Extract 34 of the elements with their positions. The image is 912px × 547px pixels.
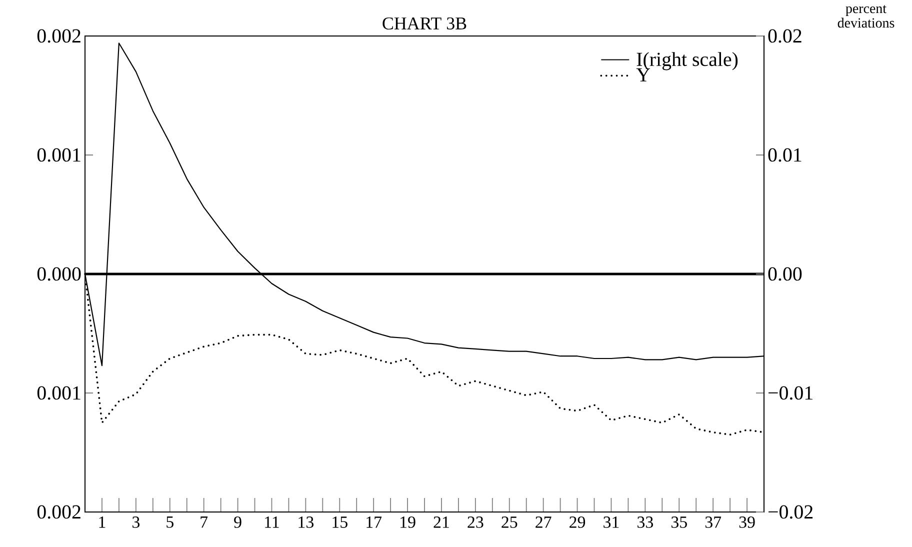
x-tick-label: 5 bbox=[166, 516, 174, 528]
x-tick-label: 19 bbox=[400, 516, 416, 528]
x-tick-label: 25 bbox=[502, 516, 518, 528]
legend-label: Y bbox=[636, 68, 650, 82]
y-tick-label: 0.001 bbox=[37, 148, 80, 162]
x-tick-label: 17 bbox=[366, 516, 382, 528]
x-tick-label: 21 bbox=[434, 516, 449, 528]
x-tick-label: 11 bbox=[265, 516, 279, 528]
x-tick-label: 23 bbox=[468, 516, 484, 528]
x-tick-label: 35 bbox=[671, 516, 687, 528]
y-tick-label: 0.000 bbox=[37, 267, 81, 281]
x-tick-label: 1 bbox=[99, 516, 106, 528]
legend-label: I(right scale) bbox=[636, 52, 738, 70]
y2-tick-label: −0.01 bbox=[768, 386, 812, 400]
y-tick-label: 0.002 bbox=[37, 29, 80, 43]
y2-tick-label: 0.01 bbox=[768, 148, 802, 162]
y-tick-label: 0.001 bbox=[37, 386, 80, 400]
x-tick-label: 7 bbox=[200, 516, 208, 528]
x-tick-label: 33 bbox=[638, 516, 653, 528]
x-tick-label: 27 bbox=[536, 516, 552, 528]
y2-tick-label: 0.00 bbox=[768, 267, 802, 281]
x-tick-label: 3 bbox=[132, 516, 140, 528]
x-tick-label: 39 bbox=[739, 516, 755, 528]
chart-title: CHART 3B bbox=[382, 17, 466, 30]
y2-tick-label: 0.02 bbox=[768, 29, 802, 43]
y-tick-label: 0.002 bbox=[37, 505, 80, 519]
x-tick-label: 29 bbox=[570, 516, 586, 528]
x-tick-label: 9 bbox=[234, 516, 242, 528]
x-tick-label: 15 bbox=[332, 516, 348, 528]
x-tick-label: 31 bbox=[604, 516, 619, 528]
y2-tick-label: −0.02 bbox=[768, 505, 813, 519]
x-tick-label: 37 bbox=[705, 516, 722, 528]
x-tick-label: 13 bbox=[298, 516, 314, 528]
y2-axis-title: percent deviations bbox=[838, 5, 894, 28]
